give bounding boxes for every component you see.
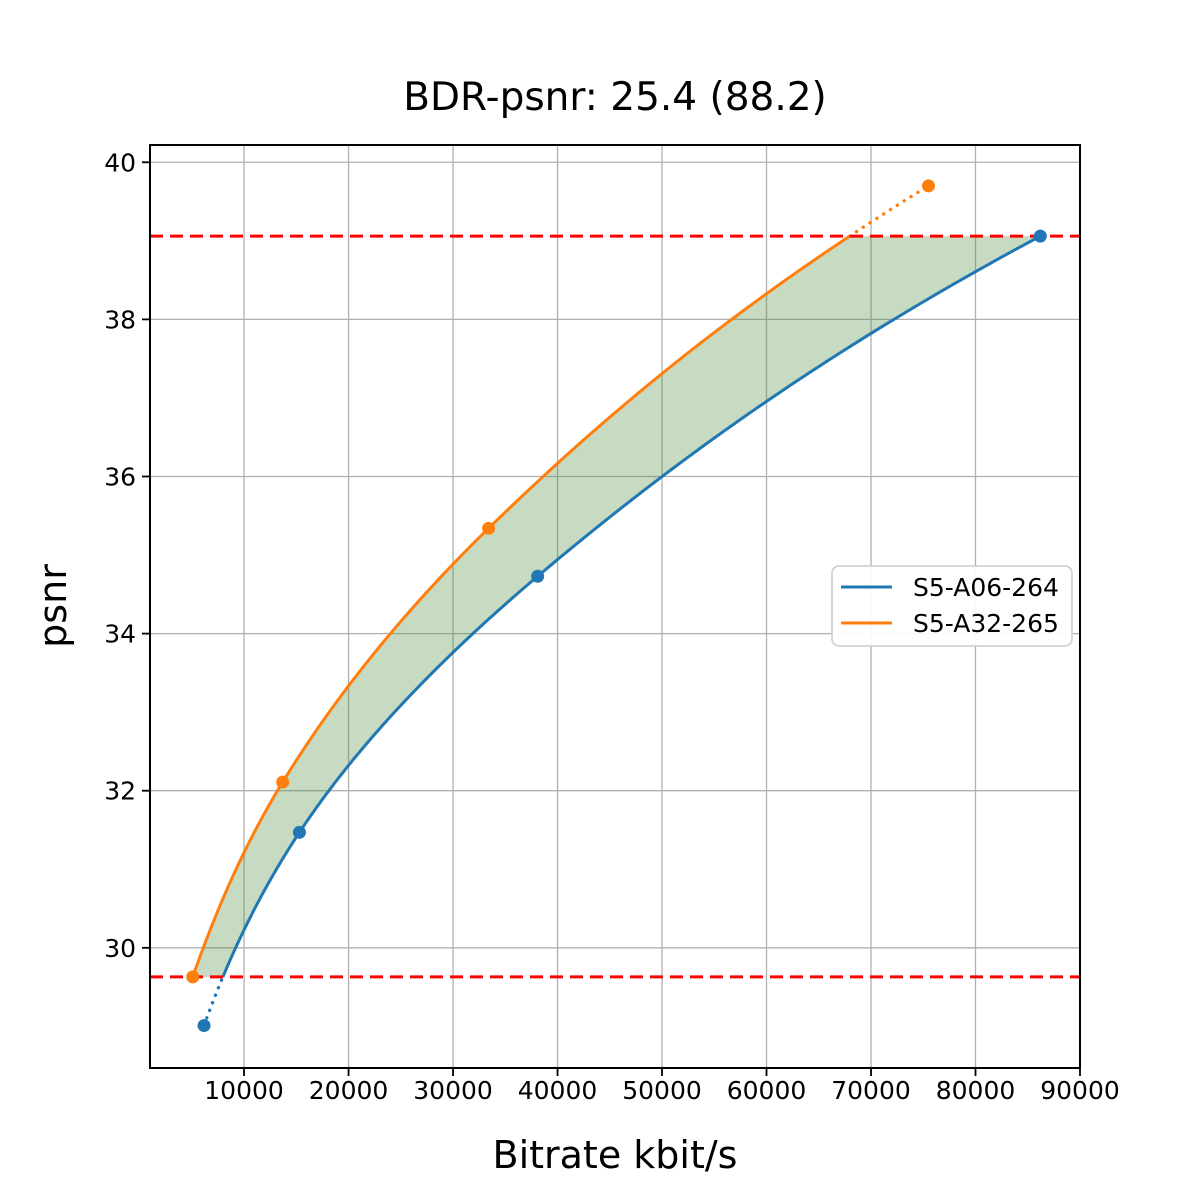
x-tick-label: 10000 [204, 1076, 284, 1105]
data-point-s5-a06-264 [197, 1019, 211, 1033]
x-axis-label: Bitrate kbit/s [493, 1133, 738, 1177]
marker-layer [186, 179, 1047, 1033]
curve-s5-a32-265-extrapolated-above [848, 184, 931, 238]
plot-frame [149, 144, 1081, 1069]
x-tick-label: 30000 [413, 1076, 493, 1105]
x-tick-label: 50000 [622, 1076, 702, 1105]
hline-layer [150, 234, 1080, 979]
curve-layer [191, 184, 1041, 1028]
chart-title: BDR-psnr: 25.4 (88.2) [403, 75, 827, 120]
grid-layer [150, 145, 1081, 1068]
y-tick-label: 40 [104, 148, 136, 177]
x-tick-label: 60000 [727, 1076, 807, 1105]
y-axis-label: psnr [31, 564, 75, 648]
legend: S5-A06-264 S5-A32-265 [831, 565, 1073, 647]
curve-s5-a32-265-solid [191, 234, 851, 978]
x-tick-label: 80000 [936, 1076, 1016, 1105]
y-tick-label: 32 [104, 777, 136, 806]
x-tick-label: 70000 [831, 1076, 911, 1105]
curve-s5-a06-264-extrapolated-below [202, 975, 225, 1028]
data-point-s5-a32-265 [921, 179, 935, 193]
data-point-s5-a06-264 [292, 825, 306, 839]
legend-label-series-1: S5-A32-265 [913, 609, 1059, 638]
y-tick-label: 34 [104, 620, 136, 649]
data-point-s5-a32-265 [482, 521, 496, 535]
y-tick-label: 36 [104, 462, 136, 491]
x-tick-label: 40000 [518, 1076, 598, 1105]
curve-s5-a06-264-solid [221, 234, 1041, 978]
x-tick-label: 20000 [309, 1076, 389, 1105]
data-point-s5-a06-264 [1033, 229, 1047, 243]
x-tick-label: 90000 [1040, 1076, 1120, 1105]
data-point-s5-a06-264 [531, 569, 545, 583]
y-tick-label: 38 [104, 305, 136, 334]
data-point-s5-a32-265 [276, 775, 290, 789]
legend-label-series-0: S5-A06-264 [913, 573, 1059, 602]
data-point-s5-a32-265 [186, 970, 200, 984]
y-tick-label: 30 [104, 934, 136, 963]
axis-layer: 10000 20000 30000 40000 50000 60000 70000 80000… [104, 148, 1120, 1105]
